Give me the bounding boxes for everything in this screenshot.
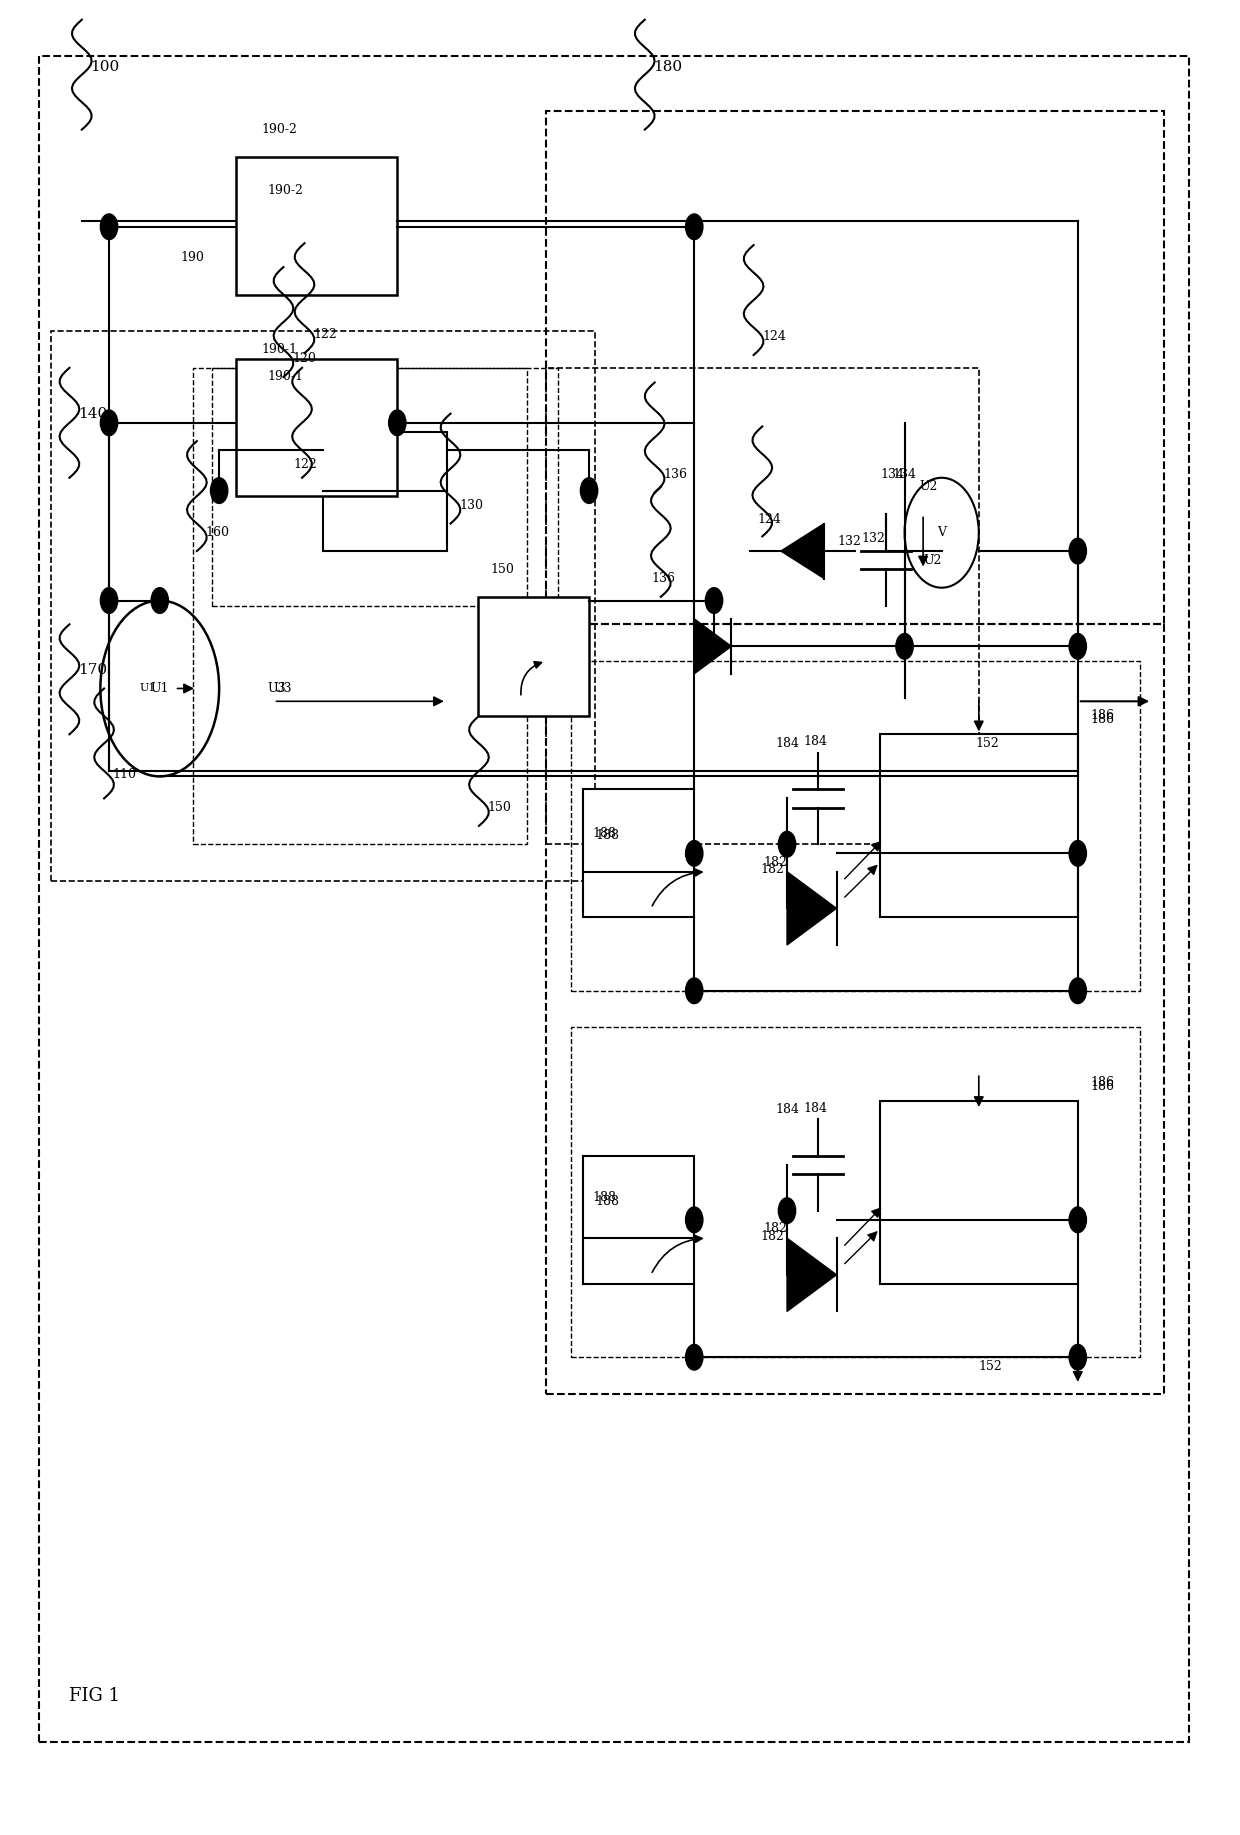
Text: 190: 190 [181, 251, 205, 264]
Bar [546, 367, 978, 844]
Bar [193, 367, 527, 844]
Circle shape [897, 633, 913, 659]
Text: U3: U3 [268, 683, 286, 695]
Bar [583, 789, 694, 918]
Circle shape [100, 409, 118, 435]
Text: 182: 182 [760, 862, 785, 877]
Polygon shape [787, 1239, 837, 1312]
Text: 184: 184 [804, 736, 827, 749]
Text: 182: 182 [763, 857, 787, 870]
Circle shape [779, 1198, 796, 1224]
Circle shape [686, 978, 703, 1004]
Text: 188: 188 [593, 1191, 616, 1204]
Text: 132: 132 [837, 536, 862, 549]
Text: 124: 124 [756, 514, 781, 527]
Text: 184: 184 [804, 1101, 827, 1114]
Bar [880, 734, 1078, 918]
Text: U1: U1 [139, 683, 155, 694]
Circle shape [706, 587, 723, 613]
Bar [324, 431, 446, 550]
Text: 188: 188 [593, 828, 616, 840]
Text: 136: 136 [652, 573, 676, 585]
Text: 130: 130 [459, 499, 484, 512]
Text: 122: 122 [314, 328, 337, 341]
Circle shape [1069, 840, 1086, 866]
Bar [880, 1101, 1078, 1284]
Text: 180: 180 [653, 61, 682, 75]
Text: U3: U3 [274, 683, 293, 695]
Text: 124: 124 [763, 330, 786, 343]
Text: 152: 152 [978, 1360, 1003, 1373]
Text: 186: 186 [1090, 1079, 1115, 1092]
Text: 134: 134 [893, 468, 916, 481]
Bar [546, 112, 1164, 624]
Text: 140: 140 [78, 407, 108, 420]
Circle shape [151, 587, 169, 613]
Text: 110: 110 [113, 769, 136, 782]
Text: U1: U1 [150, 683, 169, 695]
Circle shape [686, 215, 703, 240]
Circle shape [1069, 538, 1086, 563]
Circle shape [388, 409, 405, 435]
Text: 182: 182 [760, 1229, 785, 1242]
Bar [237, 158, 397, 295]
Text: 190-2: 190-2 [262, 123, 298, 136]
Text: 182: 182 [763, 1222, 787, 1235]
Text: 134: 134 [880, 468, 904, 481]
Text: 170: 170 [78, 662, 107, 677]
Text: 186: 186 [1090, 710, 1115, 723]
Circle shape [100, 587, 118, 613]
Circle shape [686, 1207, 703, 1233]
Text: 188: 188 [595, 829, 619, 842]
Text: 150: 150 [487, 802, 511, 815]
Text: 190-1: 190-1 [262, 343, 298, 356]
Circle shape [686, 840, 703, 866]
Polygon shape [787, 872, 837, 945]
Bar [570, 661, 1140, 991]
Bar [477, 596, 589, 716]
Text: 184: 184 [775, 738, 800, 751]
Bar [212, 367, 558, 606]
Text: 186: 186 [1090, 714, 1115, 727]
Text: 186: 186 [1090, 1075, 1115, 1088]
Text: 184: 184 [775, 1103, 800, 1116]
Bar [546, 624, 1164, 1395]
Circle shape [1069, 1345, 1086, 1371]
Text: V: V [937, 527, 946, 539]
Text: 190-1: 190-1 [268, 371, 304, 384]
Circle shape [100, 215, 118, 240]
Bar [570, 1028, 1140, 1358]
Text: 188: 188 [595, 1195, 619, 1207]
Bar [51, 330, 595, 881]
Text: 122: 122 [293, 459, 317, 472]
Circle shape [779, 831, 796, 857]
Text: 152: 152 [975, 738, 999, 751]
Circle shape [1069, 978, 1086, 1004]
Text: 150: 150 [490, 563, 513, 576]
Polygon shape [694, 618, 732, 673]
Text: 132: 132 [862, 532, 885, 545]
Text: 160: 160 [206, 527, 229, 539]
Circle shape [686, 1345, 703, 1371]
Text: FIG 1: FIG 1 [69, 1686, 120, 1705]
Text: U2: U2 [923, 554, 941, 567]
Circle shape [1069, 633, 1086, 659]
Text: 190-2: 190-2 [268, 184, 304, 196]
Circle shape [1069, 1207, 1086, 1233]
Text: 100: 100 [91, 61, 120, 75]
Polygon shape [781, 523, 825, 578]
Circle shape [580, 477, 598, 503]
Bar [237, 358, 397, 495]
Bar [583, 1156, 694, 1284]
Circle shape [211, 477, 228, 503]
Text: 136: 136 [663, 468, 687, 481]
Text: 120: 120 [293, 352, 316, 365]
Text: U2: U2 [919, 481, 937, 494]
